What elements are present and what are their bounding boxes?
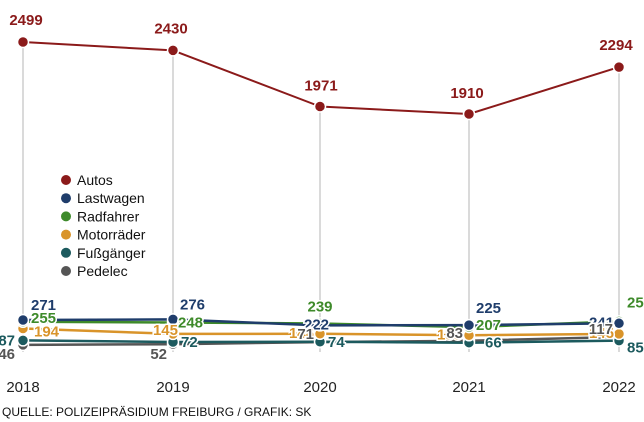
value-label-Autos-2020: 1971 bbox=[304, 78, 337, 95]
legend-label-Pedelec: Pedelec bbox=[77, 263, 128, 279]
point-Autos-2019 bbox=[166, 44, 180, 57]
legend-label-Motorräder: Motorräder bbox=[77, 227, 146, 243]
legend-marker-Lastwagen bbox=[61, 193, 71, 204]
value-label-Pedelec-2020: 71 bbox=[297, 326, 314, 343]
legend-marker-Motorräder bbox=[61, 229, 71, 240]
legend-label-Radfahrer: Radfahrer bbox=[77, 208, 140, 224]
point-Autos-2020 bbox=[313, 100, 327, 113]
point-Lastwagen-2022 bbox=[612, 317, 626, 330]
value-label-Autos-2022: 2294 bbox=[599, 37, 633, 54]
value-label-Motorräder-2022: 145 bbox=[589, 325, 614, 342]
legend-label-Fußgänger: Fußgänger bbox=[77, 245, 146, 261]
source-note: QUELLE: POLIZEIPRÄSIDIUM FREIBURG / GRAF… bbox=[2, 405, 311, 419]
value-label-Fußgänger-2019: 72 bbox=[181, 334, 198, 351]
value-label-Autos-2021: 1910 bbox=[450, 85, 483, 102]
value-label-Pedelec-2019: 52 bbox=[150, 346, 167, 363]
point-Autos-2018 bbox=[16, 35, 30, 49]
value-label-Motorräder-2021: 133 bbox=[437, 326, 462, 343]
legend-label-Autos: Autos bbox=[77, 172, 113, 188]
label-layer: 2499 2430 1971 1910 2294 271 276 222 225 241 255 24… bbox=[0, 11, 644, 365]
value-label-Pedelec-2021: 83 bbox=[446, 325, 463, 342]
x-tick-2021: 2021 bbox=[452, 379, 485, 396]
value-label-Fußgänger-2020: 74 bbox=[328, 334, 345, 351]
point-Lastwagen-2020 bbox=[313, 319, 327, 332]
value-label-Motorräder-2018: 194 bbox=[34, 324, 60, 341]
point-Lastwagen-2019 bbox=[166, 313, 180, 326]
series-layer bbox=[16, 35, 626, 352]
value-label-Radfahrer-2022: 258 bbox=[627, 294, 644, 311]
x-axis: 2018 2019 2020 2021 2022 bbox=[6, 379, 635, 396]
legend: Autos Lastwagen Radfahrer Motorräder Fußgäng… bbox=[61, 172, 146, 279]
value-label-Radfahrer-2019: 248 bbox=[178, 315, 203, 332]
value-label-Autos-2019: 2430 bbox=[154, 20, 187, 37]
value-label-Lastwagen-2021: 225 bbox=[476, 300, 501, 317]
value-label-Fußgänger-2021: 66 bbox=[485, 335, 502, 352]
value-label-Pedelec-2022: 117 bbox=[589, 321, 613, 338]
value-label-Lastwagen-2022: 241 bbox=[589, 314, 614, 331]
legend-label-Lastwagen: Lastwagen bbox=[77, 190, 145, 206]
value-label-Radfahrer-2018: 255 bbox=[31, 310, 56, 327]
value-label-Lastwagen-2018: 271 bbox=[31, 297, 56, 314]
x-tick-2019: 2019 bbox=[156, 379, 189, 396]
point-Fußgänger-2018 bbox=[16, 334, 30, 347]
legend-marker-Pedelec bbox=[61, 266, 71, 276]
point-Motorräder-2022 bbox=[612, 327, 626, 341]
legend-marker-Fußgänger bbox=[61, 247, 71, 258]
value-label-Motorräder-2020: 146 bbox=[289, 325, 314, 342]
value-label-Fußgänger-2018: 87 bbox=[0, 332, 15, 349]
x-tick-2018: 2018 bbox=[6, 379, 39, 396]
value-label-Motorräder-2019: 145 bbox=[153, 322, 178, 339]
value-label-Lastwagen-2020: 222 bbox=[304, 316, 329, 333]
point-Autos-2022 bbox=[612, 60, 626, 74]
point-Lastwagen-2018 bbox=[16, 313, 30, 327]
value-label-Radfahrer-2020: 239 bbox=[307, 299, 332, 316]
value-label-Pedelec-2018: 46 bbox=[0, 346, 15, 363]
value-label-Lastwagen-2019: 276 bbox=[180, 296, 205, 313]
value-label-Fußgänger-2022: 85 bbox=[627, 340, 644, 357]
x-tick-2020: 2020 bbox=[303, 379, 336, 396]
point-Autos-2021 bbox=[462, 107, 476, 121]
point-Lastwagen-2021 bbox=[462, 318, 476, 332]
legend-marker-Autos bbox=[61, 175, 71, 185]
value-label-Autos-2018: 2499 bbox=[9, 12, 42, 29]
x-tick-2022: 2022 bbox=[602, 379, 635, 396]
grid-layer bbox=[22, 42, 620, 352]
value-label-Radfahrer-2021: 207 bbox=[476, 317, 501, 334]
legend-marker-Radfahrer bbox=[61, 211, 71, 222]
